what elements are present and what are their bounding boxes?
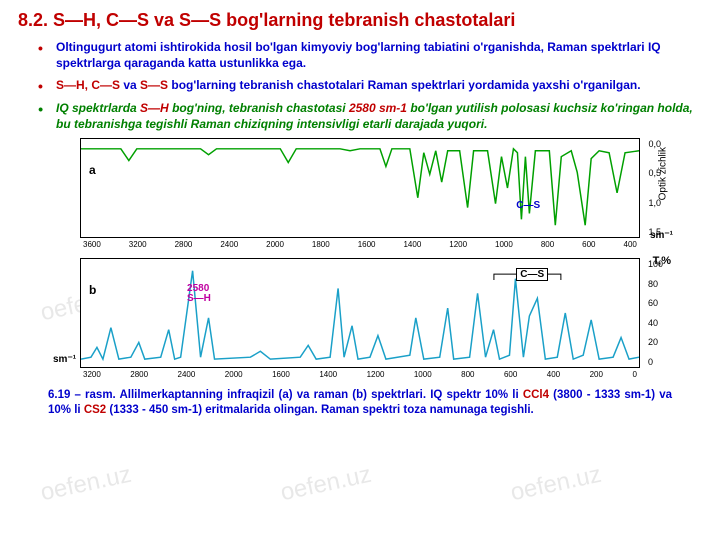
slide-title: 8.2. S—H, C—S va S—S bog'larning tebrani…: [18, 10, 702, 31]
figure-caption: 6.19 – rasm. Allilmerkaptanning infraqiz…: [48, 388, 672, 419]
bullet-list: Oltingugurt atomi ishtirokida hosil bo'l…: [38, 39, 702, 132]
xticks-a: 3600320028002400200018001600140012001000…: [81, 240, 639, 249]
yticks-b: 100806040200: [648, 259, 663, 367]
bullet-3: IQ spektrlarda S—H bog'ning, tebranish c…: [38, 100, 702, 132]
panel-label-a: a: [89, 163, 96, 177]
chart-b-raman-spectrum: b T,% sm⁻¹ 100806040200 3200280024002000…: [80, 258, 640, 368]
chart-b-annotation: C—S: [516, 268, 548, 281]
watermark: oefen.uz: [508, 461, 604, 508]
chart-a-ir-spectrum: a Optik zichlik sm⁻¹ 0,00,51,01,5 360032…: [80, 138, 640, 238]
xticks-b: 3200280024002000160014001200100080060040…: [81, 370, 639, 379]
watermark: oefen.uz: [38, 461, 134, 508]
yticks-a: 0,00,51,01,5: [648, 139, 661, 237]
chart-b-annotation: S—H: [187, 293, 211, 304]
panel-label-b: b: [89, 283, 96, 297]
xlabel-b: sm⁻¹: [53, 354, 76, 365]
watermark: oefen.uz: [278, 461, 374, 508]
chart-a-svg: [81, 139, 639, 237]
bullet-2: S—H, C—S va S—S bog'larning tebranish ch…: [38, 77, 702, 93]
annotation-cs-a: C—S: [516, 200, 540, 211]
chart-b-svg: [81, 259, 639, 367]
charts-container: a Optik zichlik sm⁻¹ 0,00,51,01,5 360032…: [80, 138, 640, 368]
chart-b-annotation: 2580: [187, 283, 209, 294]
bullet-1: Oltingugurt atomi ishtirokida hosil bo'l…: [38, 39, 702, 71]
